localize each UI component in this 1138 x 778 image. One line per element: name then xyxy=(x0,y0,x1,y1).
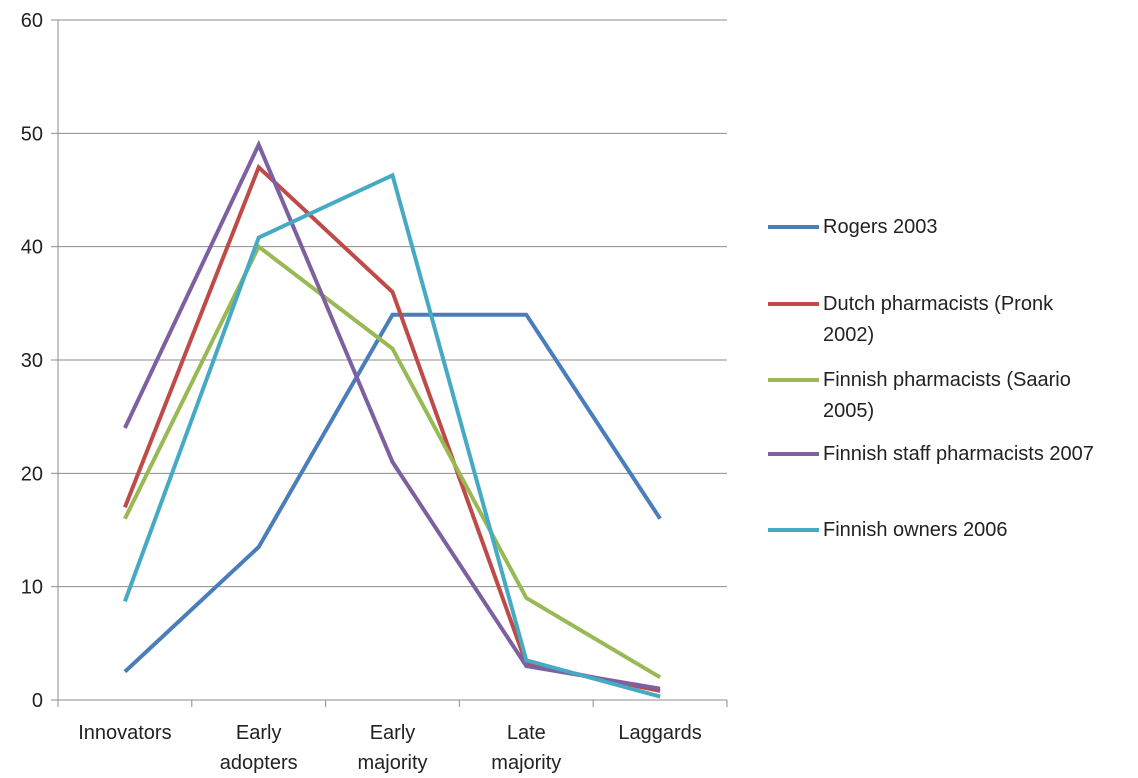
series-line-2 xyxy=(123,243,662,680)
legend-label: Finnish staff pharmacists 2007 xyxy=(823,443,1094,465)
series-lines xyxy=(123,139,662,699)
y-tick-label: 10 xyxy=(21,577,43,599)
y-tick-label: 40 xyxy=(21,237,43,259)
y-tick-label: 20 xyxy=(21,463,43,485)
y-tick-label: 0 xyxy=(32,690,43,712)
legend-label: Dutch pharmacists (Pronk xyxy=(823,293,1054,315)
y-tick-label: 30 xyxy=(21,350,43,372)
axes: 0 10 20 30 40 50 60 Innovators Early adopters Earl… xyxy=(21,10,728,774)
legend-label: 2005) xyxy=(823,400,874,422)
y-tick-label: 60 xyxy=(21,10,43,32)
legend-label: Rogers 2003 xyxy=(823,216,938,238)
x-tick-label: majority xyxy=(491,752,561,773)
gridlines xyxy=(58,19,727,588)
x-tick-label: Laggards xyxy=(618,722,701,744)
x-tick-label: adopters xyxy=(220,752,298,773)
x-tick-label: Innovators xyxy=(78,722,171,744)
series-line-0 xyxy=(123,312,662,674)
x-tick-label: Early xyxy=(370,722,416,744)
series-line-1 xyxy=(123,163,661,693)
legend-label: Finnish pharmacists (Saario xyxy=(823,369,1071,391)
series-line-3 xyxy=(123,139,661,691)
series-line-4 xyxy=(123,172,661,699)
y-tick-label: 50 xyxy=(21,123,43,145)
legend-label: Finnish owners 2006 xyxy=(823,519,1008,541)
legend-label: 2002) xyxy=(823,324,874,346)
x-tick-label: Early xyxy=(236,722,282,744)
x-tick-label: Late xyxy=(507,722,546,744)
legend: Rogers 2003 Dutch pharmacists (Pronk 2002)… xyxy=(768,216,1094,541)
x-tick-label: majority xyxy=(357,752,427,773)
